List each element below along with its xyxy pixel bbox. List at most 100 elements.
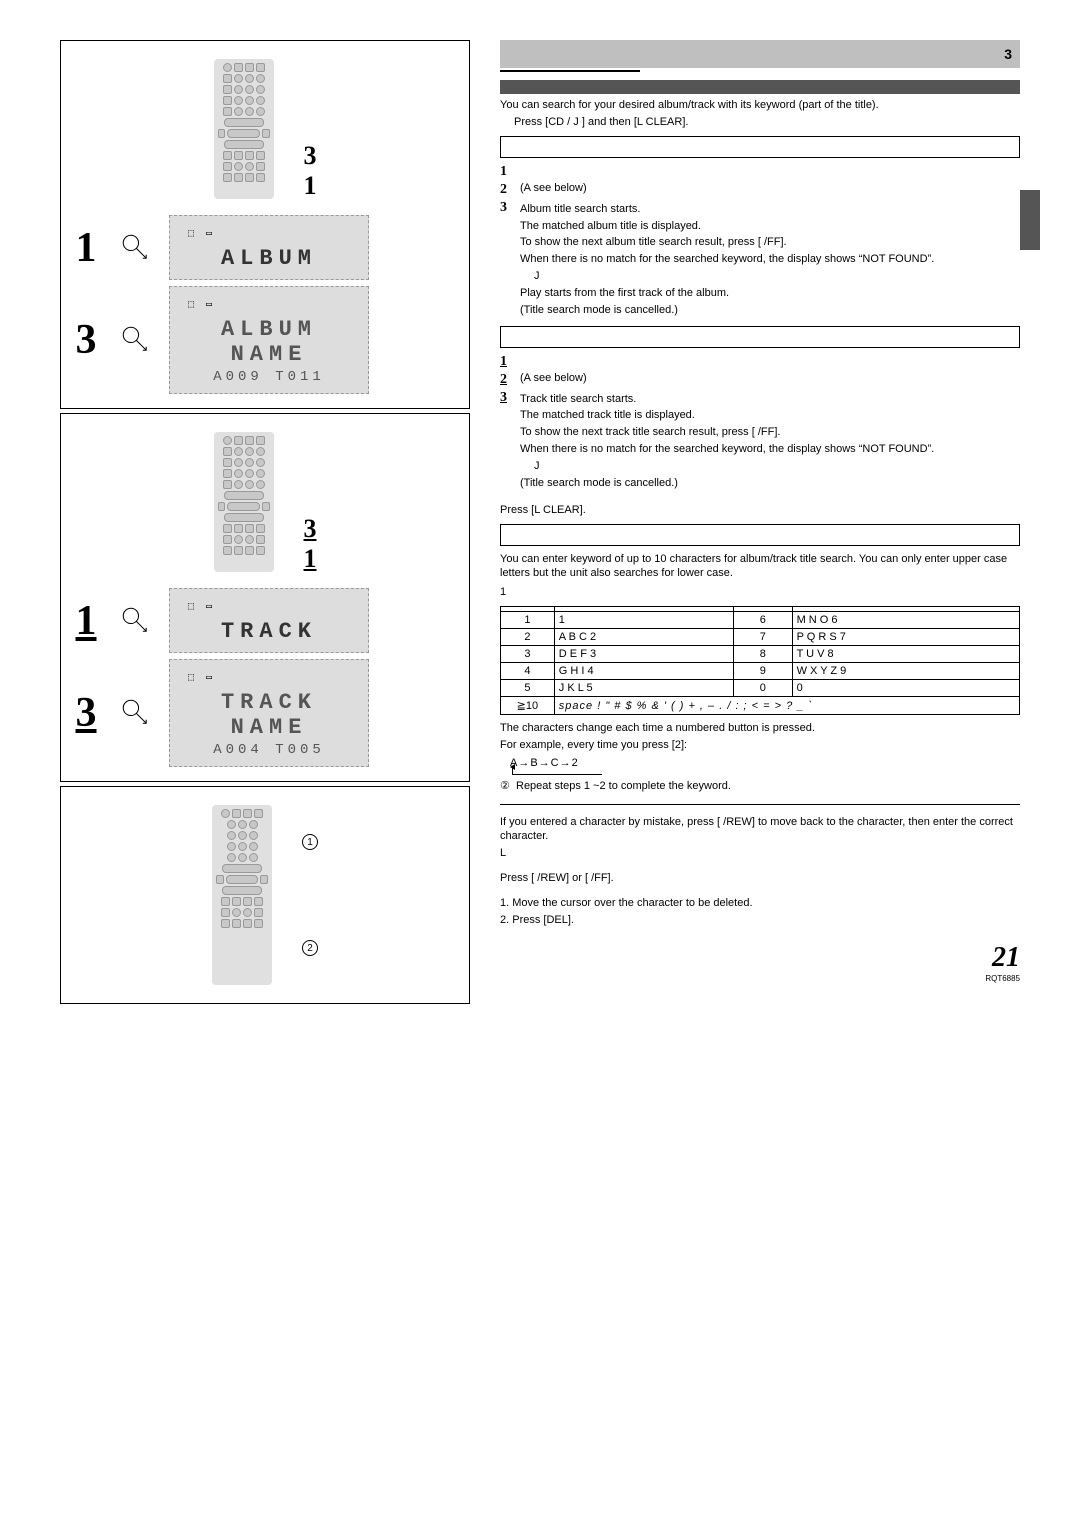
cell: W X Y Z 9	[792, 663, 1019, 680]
note: (A see below)	[520, 182, 587, 194]
l1: Track title search starts.	[520, 392, 1020, 407]
lcd-line1: ALBUM NAME	[178, 317, 360, 367]
box-album-heading	[500, 136, 1020, 158]
correct-p2: L	[500, 846, 1020, 861]
cell: D E F 3	[554, 646, 733, 663]
cell: 6	[734, 612, 793, 629]
l4: When there is no match for the searched …	[520, 442, 1020, 457]
l1: Album title search starts.	[520, 202, 1020, 217]
cell: 8	[734, 646, 793, 663]
l5: J	[520, 269, 1020, 284]
circled-callouts: 1 2	[302, 834, 318, 956]
lcd-track: ⬚ ▭ TRACK	[169, 588, 369, 653]
cell: 1	[554, 612, 733, 629]
box-track-heading	[500, 326, 1020, 348]
callout-numbers: 3 1	[304, 143, 317, 199]
l3: To show the next track title search resu…	[520, 425, 1020, 440]
remote-callout-2: 3 1	[69, 422, 461, 582]
l7: (Title search mode is cancelled.)	[520, 303, 1020, 318]
l6: (Title search mode is cancelled.)	[520, 476, 1020, 491]
cell: ≧10	[501, 697, 555, 715]
cancel-text: Press [L CLEAR].	[500, 503, 1020, 518]
cell: P Q R S 7	[792, 629, 1019, 646]
remote-icon	[214, 432, 274, 572]
lcd-text: TRACK	[178, 619, 360, 644]
side-tab	[1020, 190, 1040, 250]
l4: When there is no match for the searched …	[520, 252, 1020, 267]
section-header: 3	[500, 40, 1020, 68]
l3: To show the next album title search resu…	[520, 235, 1020, 250]
right-column: 3 You can search for your desired album/…	[500, 40, 1020, 1008]
character-table: 116M N O 6 2A B C 27P Q R S 7 3D E F 38T…	[500, 606, 1020, 715]
lcd-track-name: ⬚ ▭ TRACK NAME A004 T005	[169, 659, 369, 767]
step-number: 3	[69, 689, 103, 737]
cell: space ! " # $ % & ' ( ) + , – . / : ; < …	[554, 697, 1019, 715]
char-body: 116M N O 6 2A B C 27P Q R S 7 3D E F 38T…	[501, 612, 1020, 715]
lcd-status-icons: ⬚ ▭	[178, 228, 360, 240]
cell: M N O 6	[792, 612, 1019, 629]
example: For example, every time you press [2]:	[500, 738, 1020, 753]
header-number: 3	[1004, 46, 1012, 62]
dark-bar	[500, 80, 1020, 94]
entry-step1-num: 1	[500, 585, 1020, 600]
step2: ② Repeat steps 1 ~2 to complete the keyw…	[500, 779, 1020, 794]
callout-1: 1	[304, 173, 317, 199]
step-number: 1	[69, 597, 103, 645]
lcd-line1: TRACK NAME	[178, 690, 360, 740]
lcd-status-icons: ⬚ ▭	[178, 601, 360, 613]
lcd-album-name: ⬚ ▭ ALBUM NAME A009 T011	[169, 286, 369, 394]
step-number: 3	[69, 316, 103, 364]
step2-text: Repeat steps 1 ~2 to complete the keywor…	[516, 780, 731, 792]
lcd-line2: A004 T005	[178, 742, 360, 758]
remote-icon	[214, 59, 274, 199]
callout-numbers: 3 1	[304, 516, 317, 572]
remote-callout-1: 3 1	[69, 49, 461, 209]
cycle-diagram: A→B→C→2	[510, 757, 1020, 775]
press-icon	[119, 323, 153, 357]
panel-track-search: 3 1 1 ⬚ ▭ TRACK 3 ⬚	[60, 413, 470, 782]
callout-3: 3	[304, 516, 317, 542]
correct-p3: Press [ /REW] or [ /FF].	[500, 871, 1020, 886]
intro-text: You can search for your desired album/tr…	[500, 98, 1020, 113]
panel-album-search: 3 1 1 ⬚ ▭ ALBUM 3 ⬚	[60, 40, 470, 409]
lcd-status-icons: ⬚ ▭	[178, 672, 360, 684]
cell: 7	[734, 629, 793, 646]
circled-2-inline: ②	[500, 780, 510, 792]
cell: T U V 8	[792, 646, 1019, 663]
press-icon	[119, 696, 153, 730]
cell: 1	[501, 612, 555, 629]
step-number: 1	[69, 224, 103, 272]
circled-2: 2	[302, 940, 318, 956]
after-table: The characters change each time a number…	[500, 721, 1020, 736]
note: (A see below)	[520, 372, 587, 384]
step-3-track: 3 ⬚ ▭ TRACK NAME A004 T005	[69, 659, 461, 767]
page: 3 1 1 ⬚ ▭ ALBUM 3 ⬚	[60, 40, 1020, 1008]
l5: J	[520, 459, 1020, 474]
entry-intro: You can enter keyword of up to 10 charac…	[500, 552, 1020, 582]
album-step-1: 1	[500, 164, 1020, 180]
cell: 4	[501, 663, 555, 680]
correct-p1: If you entered a character by mistake, p…	[500, 815, 1020, 845]
left-column: 3 1 1 ⬚ ▭ ALBUM 3 ⬚	[60, 40, 470, 1008]
callout-3: 3	[304, 143, 317, 169]
lcd-text: ALBUM	[178, 246, 360, 271]
track-step-1: 1	[500, 354, 1020, 370]
lcd-status-icons: ⬚ ▭	[178, 299, 360, 311]
panel-keyword-entry: 1 2	[60, 786, 470, 1004]
subheading-rule	[500, 68, 640, 72]
cell: 9	[734, 663, 793, 680]
step-1-album: 1 ⬚ ▭ ALBUM	[69, 215, 461, 280]
page-number: 21	[500, 942, 1020, 974]
lcd-line2: A009 T011	[178, 369, 360, 385]
cell: 0	[792, 680, 1019, 697]
circled-1: 1	[302, 834, 318, 850]
lcd-album: ⬚ ▭ ALBUM	[169, 215, 369, 280]
delete-2: 2. Press [DEL].	[500, 913, 1020, 928]
intro-press: Press [CD / J ] and then [L CLEAR].	[500, 115, 1020, 130]
step-1-track: 1 ⬚ ▭ TRACK	[69, 588, 461, 653]
album-step-3: 3 Album title search starts. The matched…	[500, 200, 1020, 320]
press-icon	[119, 604, 153, 638]
cell: G H I 4	[554, 663, 733, 680]
return-arrow-icon	[512, 767, 602, 775]
cell: 2	[501, 629, 555, 646]
